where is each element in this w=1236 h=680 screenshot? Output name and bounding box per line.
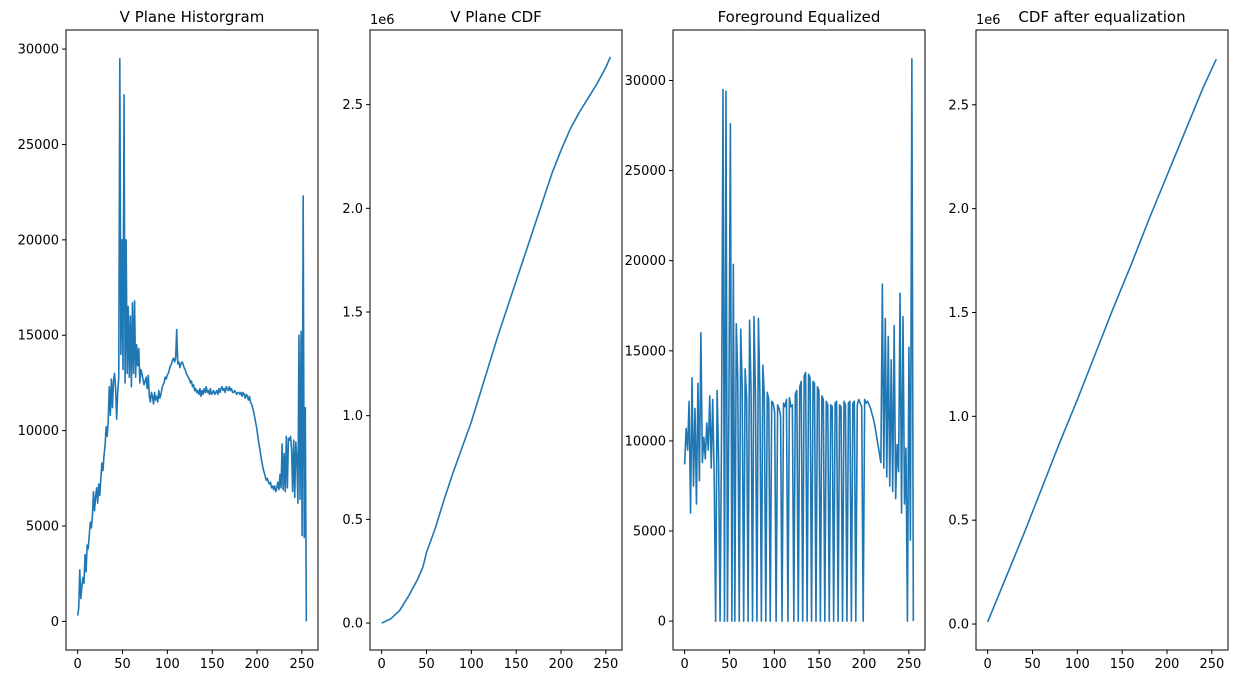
- x-tick-label: 100: [762, 657, 787, 672]
- series-line: [683, 58, 915, 622]
- panel-foreground-equalized: Foreground Equalized 0 50 100 150 200 250 0 500…: [625, 8, 926, 672]
- x-tick-label: 250: [1199, 657, 1224, 672]
- x-tick-label: 150: [807, 657, 832, 672]
- y-tick-label: 5000: [26, 520, 59, 535]
- chart-title: Foreground Equalized: [718, 8, 881, 26]
- y-offset-label: 1e6: [976, 13, 1001, 28]
- chart-title: V Plane Historgram: [120, 8, 265, 26]
- x-tick-label: 0: [681, 657, 689, 672]
- y-tick-label: 2.0: [342, 202, 363, 217]
- axis-ticks: 0 50 100 150 200 250 0 5000 10000 15000 20000 25000…: [18, 43, 315, 672]
- axis-ticks: 0 50 100 150 200 250 0 5000 10000 15000 20000 25000…: [625, 74, 922, 672]
- y-tick-label: 30000: [625, 74, 666, 89]
- y-tick-label: 0: [51, 615, 59, 630]
- y-tick-label: 30000: [18, 43, 59, 58]
- x-tick-label: 50: [1024, 657, 1041, 672]
- panel-v-plane-histogram: V Plane Historgram 0 50 100 150 200 250 0 5000 1…: [18, 8, 319, 672]
- axis-ticks: 0 50 100 150 200 250 0.0 0.5 1.0 1.5 2.0 2.5: [948, 98, 1224, 672]
- axes-frame: [672, 29, 926, 651]
- x-tick-label: 50: [114, 657, 131, 672]
- x-tick-label: 50: [721, 657, 738, 672]
- y-tick-label: 0.0: [342, 617, 363, 632]
- x-tick-label: 250: [289, 657, 314, 672]
- x-tick-label: 100: [459, 657, 484, 672]
- panel-v-plane-cdf: V Plane CDF 1e6 0 50 100 150 200 250 0.0 0.5 1.0…: [342, 8, 623, 672]
- y-tick-label: 0.5: [948, 514, 969, 529]
- axes-frame: [369, 29, 623, 651]
- y-tick-label: 1.5: [948, 306, 969, 321]
- x-tick-label: 150: [1110, 657, 1135, 672]
- y-offset-label: 1e6: [370, 13, 395, 28]
- series-line: [986, 58, 1218, 623]
- y-tick-label: 0: [658, 615, 666, 630]
- y-tick-label: 1.0: [948, 410, 969, 425]
- y-tick-label: 15000: [625, 344, 666, 359]
- y-tick-label: 1.0: [342, 409, 363, 424]
- axes-frame: [65, 29, 319, 651]
- axis-ticks: 0 50 100 150 200 250 0.0 0.5 1.0 1.5 2.0 2.5: [342, 98, 618, 672]
- y-tick-label: 2.0: [948, 202, 969, 217]
- y-tick-label: 25000: [625, 164, 666, 179]
- y-tick-label: 0.0: [948, 618, 969, 633]
- x-tick-label: 150: [200, 657, 225, 672]
- y-tick-label: 1.5: [342, 306, 363, 321]
- y-tick-label: 20000: [625, 254, 666, 269]
- axes-frame: [975, 29, 1229, 651]
- x-tick-label: 100: [1065, 657, 1090, 672]
- y-tick-label: 2.5: [948, 98, 969, 113]
- x-tick-label: 0: [74, 657, 82, 672]
- x-tick-label: 200: [852, 657, 877, 672]
- y-tick-label: 0.5: [342, 513, 363, 528]
- x-tick-label: 250: [593, 657, 618, 672]
- y-tick-label: 10000: [18, 424, 59, 439]
- y-tick-label: 20000: [18, 233, 59, 248]
- panel-cdf-after-equalization: CDF after equalization 1e6 0 50 100 150 200 2…: [948, 8, 1229, 672]
- chart-title: V Plane CDF: [450, 8, 542, 26]
- x-tick-label: 250: [896, 657, 921, 672]
- x-tick-label: 150: [504, 657, 529, 672]
- chart-title: CDF after equalization: [1018, 8, 1185, 26]
- x-tick-label: 200: [1155, 657, 1180, 672]
- y-tick-label: 5000: [633, 525, 666, 540]
- x-tick-label: 200: [549, 657, 574, 672]
- y-tick-label: 15000: [18, 329, 59, 344]
- series-line: [381, 56, 612, 624]
- x-tick-label: 0: [984, 657, 992, 672]
- x-tick-label: 100: [155, 657, 180, 672]
- y-tick-label: 10000: [625, 434, 666, 449]
- x-tick-label: 50: [418, 657, 435, 672]
- series-line: [76, 57, 308, 622]
- x-tick-label: 200: [245, 657, 270, 672]
- y-tick-label: 2.5: [342, 98, 363, 113]
- x-tick-label: 0: [378, 657, 386, 672]
- y-tick-label: 25000: [18, 138, 59, 153]
